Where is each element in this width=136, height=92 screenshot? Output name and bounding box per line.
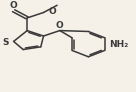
- Text: NH₂: NH₂: [109, 40, 128, 49]
- Text: O: O: [10, 1, 17, 10]
- Text: O: O: [48, 7, 56, 16]
- Text: O: O: [56, 21, 64, 30]
- Text: S: S: [2, 38, 9, 47]
